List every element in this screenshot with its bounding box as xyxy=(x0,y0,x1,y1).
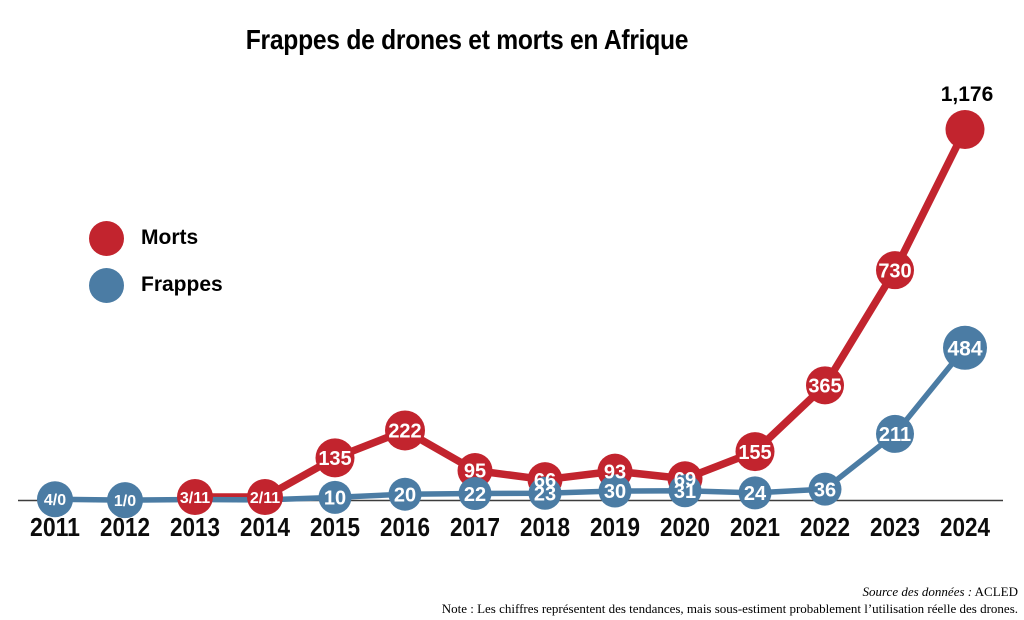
value-label-morts-2020: 69 xyxy=(674,469,696,491)
point-frappes-2018 xyxy=(528,476,562,510)
year-label-2018: 2018 xyxy=(520,512,570,542)
value-label-morts-2016: 222 xyxy=(388,421,421,443)
year-label-2015: 2015 xyxy=(310,512,360,542)
value-label-frappes-2017: 22 xyxy=(464,484,486,506)
value-label-frappes-2011: 4/0 xyxy=(44,492,66,509)
point-morts-2013 xyxy=(177,479,213,516)
value-label-frappes-2015: 10 xyxy=(324,488,346,510)
value-label-morts-2019: 93 xyxy=(604,461,626,483)
point-frappes-2024 xyxy=(943,325,987,370)
value-label-frappes-2012: 1/0 xyxy=(114,493,136,510)
value-label-morts-2021: 155 xyxy=(738,442,771,464)
year-label-2021: 2021 xyxy=(730,512,780,542)
legend-item-morts: Morts xyxy=(89,220,223,256)
value-label-frappes-2023: 211 xyxy=(879,424,911,446)
point-frappes-2015 xyxy=(318,480,352,514)
year-label-2016: 2016 xyxy=(380,512,430,542)
point-frappes-2012 xyxy=(107,482,143,519)
year-label-2022: 2022 xyxy=(800,512,850,542)
point-morts-2023 xyxy=(876,251,914,290)
value-label-frappes-2024: 484 xyxy=(947,337,982,360)
point-frappes-2021 xyxy=(738,476,772,510)
value-label-frappes-2020: 31 xyxy=(674,481,696,503)
year-label-2020: 2020 xyxy=(660,512,710,542)
point-frappes-2017 xyxy=(458,477,492,511)
value-label-morts-2022: 365 xyxy=(808,376,841,398)
year-label-2017: 2017 xyxy=(450,512,500,542)
value-label-morts-2017: 95 xyxy=(464,461,486,483)
year-label-2014: 2014 xyxy=(240,512,290,542)
value-label-frappes-2018: 23 xyxy=(534,483,556,505)
year-label-2011: 2011 xyxy=(30,512,80,542)
value-label-frappes-2021: 24 xyxy=(744,483,767,505)
morts-color-dot xyxy=(89,220,124,256)
year-label-2019: 2019 xyxy=(590,512,640,542)
value-label-frappes-2019: 30 xyxy=(604,481,626,503)
footer: Source des données : ACLED Note : Les ch… xyxy=(442,584,1018,617)
value-label-morts-2018: 66 xyxy=(534,470,556,492)
point-morts-2016 xyxy=(385,410,425,451)
value-label-morts-2015: 135 xyxy=(318,448,351,470)
point-frappes-2019 xyxy=(598,474,632,508)
frappes-legend-label: Frappes xyxy=(141,273,223,296)
note-line: Note : Les chiffres représentent des ten… xyxy=(441,600,1018,616)
point-frappes-2022 xyxy=(808,472,842,506)
source-value: ACLED xyxy=(974,584,1018,599)
point-morts-2021 xyxy=(735,432,775,472)
point-morts-2014 xyxy=(247,479,283,516)
frappes-color-dot xyxy=(89,267,124,303)
chart-title: Frappes de drones et morts en Afrique xyxy=(245,24,689,55)
value-label-frappes-2016: 20 xyxy=(394,484,416,506)
point-frappes-2020 xyxy=(668,474,702,508)
value-label-morts-2023: 730 xyxy=(878,260,911,282)
point-morts-2017 xyxy=(457,453,493,489)
value-label-morts-2014: 2/11 xyxy=(250,490,280,507)
point-frappes-2016 xyxy=(388,477,422,511)
value-label-morts-2013: 3/11 xyxy=(180,490,210,507)
point-morts-2015 xyxy=(315,438,355,478)
year-label-2024: 2024 xyxy=(940,512,990,542)
value-label-morts-2024: 1,176 xyxy=(941,83,994,106)
legend-item-frappes: Frappes xyxy=(89,267,223,303)
legend: Morts Frappes xyxy=(89,220,223,303)
point-frappes-2023 xyxy=(876,414,914,453)
point-morts-2024 xyxy=(945,109,985,149)
point-morts-2022 xyxy=(806,366,844,405)
point-frappes-2011 xyxy=(37,481,73,518)
line-morts xyxy=(191,125,969,501)
morts-legend-label: Morts xyxy=(141,226,199,249)
source-line: Source des données : ACLED xyxy=(442,584,1018,601)
value-label-frappes-2022: 36 xyxy=(814,479,836,501)
year-label-2012: 2012 xyxy=(100,512,150,542)
year-label-2023: 2023 xyxy=(870,512,920,542)
source-label: Source des données : xyxy=(862,584,973,599)
year-label-2013: 2013 xyxy=(170,512,220,542)
